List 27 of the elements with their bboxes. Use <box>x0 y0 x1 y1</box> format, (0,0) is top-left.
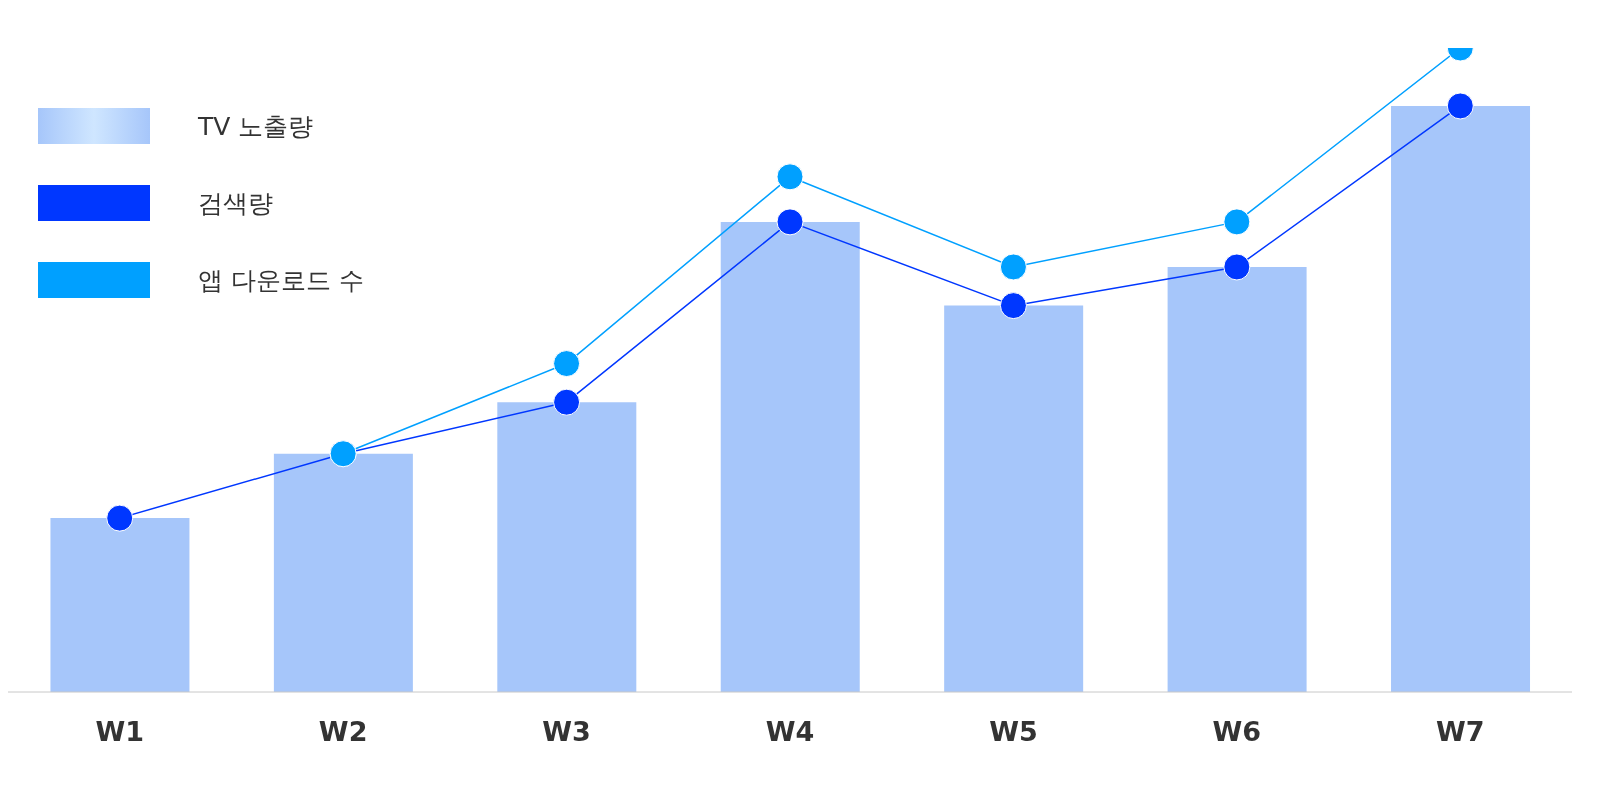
x-tick-label: W2 <box>318 716 368 748</box>
bar <box>273 453 413 692</box>
bar <box>1167 266 1307 692</box>
point <box>553 350 581 378</box>
bar <box>497 402 637 692</box>
point <box>999 253 1027 281</box>
point <box>106 504 134 532</box>
bar <box>720 221 860 692</box>
point <box>776 163 804 191</box>
x-tick-label: W7 <box>1436 716 1485 748</box>
legend-label: 검색량 <box>198 187 273 220</box>
x-tick-label: W6 <box>1212 716 1262 748</box>
point <box>553 388 581 416</box>
legend-label: 앱 다운로드 수 <box>198 264 364 297</box>
x-tick-label: W5 <box>989 716 1038 748</box>
point <box>776 208 804 236</box>
point <box>999 292 1027 320</box>
legend-label: TV 노출량 <box>198 110 314 143</box>
x-tick-label: W4 <box>765 716 815 748</box>
point <box>1223 208 1251 236</box>
bar <box>1391 105 1531 692</box>
x-tick-label: W1 <box>95 716 144 748</box>
x-tick-label: W3 <box>542 716 591 748</box>
point <box>1446 92 1474 120</box>
bar <box>50 518 190 692</box>
point <box>1223 253 1251 281</box>
bar <box>944 305 1084 692</box>
